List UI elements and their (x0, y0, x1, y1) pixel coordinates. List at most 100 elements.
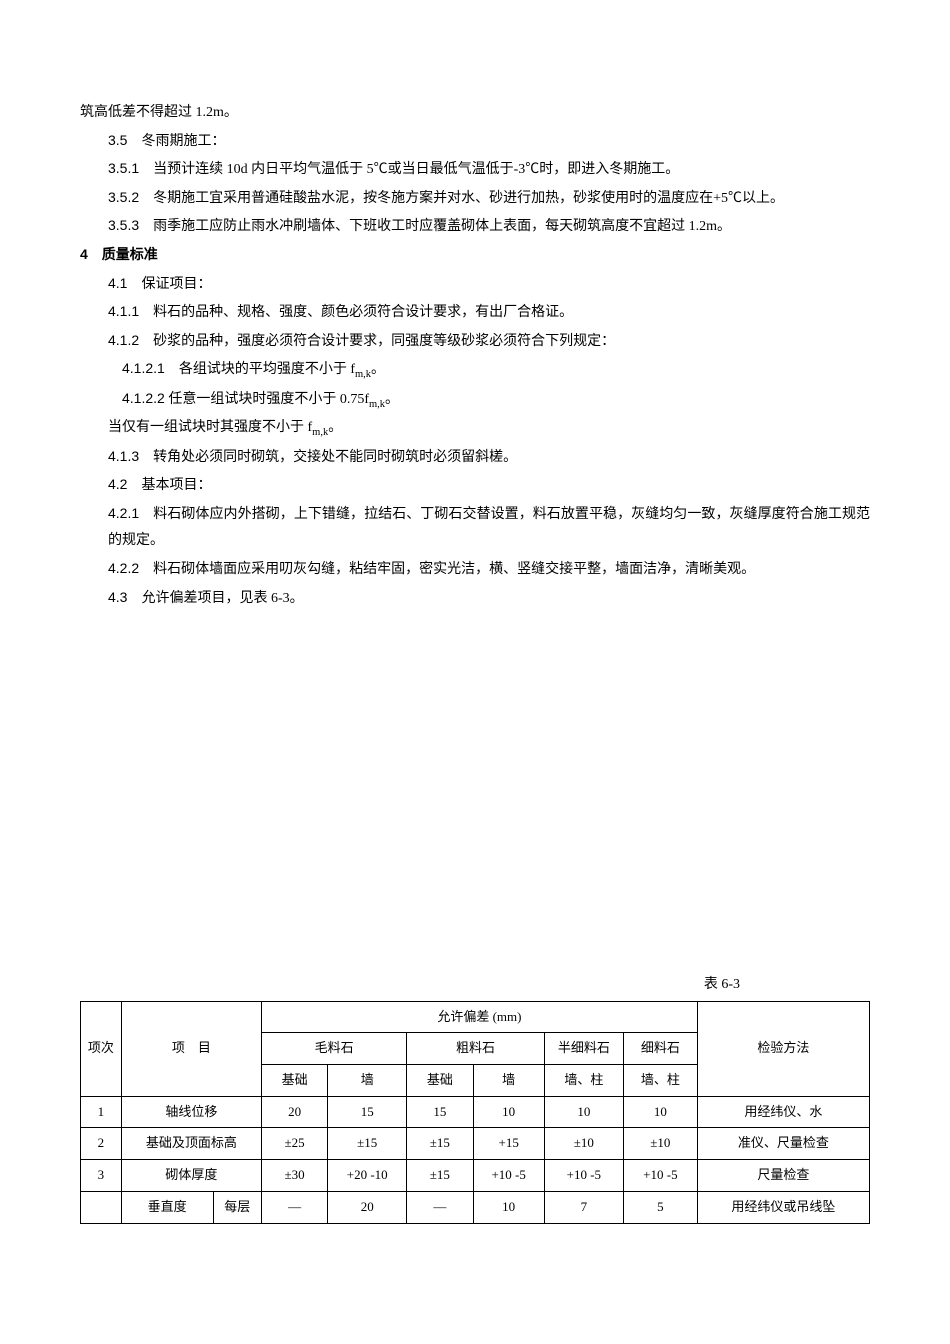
cell-num: 1 (81, 1096, 122, 1128)
table-row: 2 基础及顶面标高 ±25 ±15 ±15 +15 ±10 ±10 准仪、尺量检… (81, 1128, 870, 1160)
section-number: 4.3 (108, 589, 127, 605)
cell-val: +10 -5 (473, 1160, 544, 1192)
cell-val: ±15 (407, 1128, 473, 1160)
section-4-1-2-2: 4.1.2.2 任意一组试块时强度不小于 0.75fm,k。 (80, 385, 870, 415)
th-wall-1: 墙 (328, 1065, 407, 1097)
cell-val: 15 (328, 1096, 407, 1128)
section-4-1-2-1: 4.1.2.1 各组试块的平均强度不小于 fm,k。 (80, 355, 870, 385)
cell-num: 2 (81, 1128, 122, 1160)
cell-val: ±30 (261, 1160, 327, 1192)
cell-val: 10 (623, 1096, 697, 1128)
cell-val: — (407, 1191, 473, 1223)
th-item-name: 项 目 (121, 1001, 261, 1096)
section-number: 4.1.2 (108, 332, 139, 348)
cell-val: ±10 (623, 1128, 697, 1160)
subscript: m,k (369, 399, 385, 410)
cell-val: +10 -5 (623, 1160, 697, 1192)
section-text-a: 各组试块的平均强度不小于 f (179, 362, 355, 377)
cell-val: 10 (473, 1191, 544, 1223)
section-4-2-1: 4.2.1 料石砌体应内外搭砌，上下错缝，拉结石、丁砌石交替设置，料石放置平稳，… (80, 500, 870, 555)
cell-val: ±25 (261, 1128, 327, 1160)
section-text: 允许偏差项目，见表 6-3。 (141, 591, 303, 606)
heading-number: 4 (80, 246, 88, 262)
cell-val: +10 -5 (544, 1160, 623, 1192)
cell-val: 20 (261, 1096, 327, 1128)
cell-method: 尺量检查 (697, 1160, 869, 1192)
table-row: 3 砌体厚度 ±30 +20 -10 ±15 +10 -5 +10 -5 +10… (81, 1160, 870, 1192)
cell-name: 轴线位移 (121, 1096, 261, 1128)
th-base-2: 基础 (407, 1065, 473, 1097)
cell-val: ±10 (544, 1128, 623, 1160)
section-3-5-1: 3.5.1 当预计连续 10d 内日平均气温低于 5℃或当日最低气温低于-3℃时… (80, 155, 870, 184)
section-number: 4.1.1 (108, 303, 139, 319)
section-4-3: 4.3 允许偏差项目，见表 6-3。 (80, 584, 870, 613)
section-text: 当预计连续 10d 内日平均气温低于 5℃或当日最低气温低于-3℃时，即进入冬期… (153, 162, 679, 177)
table-header-row-1: 项次 项 目 允许偏差 (mm) 检验方法 (81, 1001, 870, 1033)
section-text: 雨季施工应防止雨水冲刷墙体、下班收工时应覆盖砌体上表面，每天砌筑高度不宜超过 1… (153, 219, 731, 234)
cell-method: 用经纬仪、水 (697, 1096, 869, 1128)
section-number: 4.2.2 (108, 560, 139, 576)
table-row: 垂直度 每层 — 20 — 10 7 5 用经纬仪或吊线坠 (81, 1191, 870, 1223)
section-number: 4.2.1 (108, 505, 139, 521)
section-text: 冬期施工宜采用普通硅酸盐水泥，按冬施方案并对水、砂进行加热，砂浆使用时的温度应在… (153, 191, 784, 206)
section-4-1: 4.1 保证项目： (80, 270, 870, 299)
section-number: 3.5.2 (108, 189, 139, 205)
heading-4: 4 质量标准 (80, 241, 870, 270)
section-number: 3.5.1 (108, 160, 139, 176)
th-tolerance-group: 允许偏差 (mm) (261, 1001, 697, 1033)
th-coarse-stone: 粗料石 (407, 1033, 545, 1065)
paragraph-continuation: 筑高低差不得超过 1.2m。 (80, 100, 870, 127)
section-number: 3.5 (108, 132, 127, 148)
subscript: m,k (312, 427, 328, 438)
cell-method: 准仪、尺量检查 (697, 1128, 869, 1160)
section-text-b: 。 (371, 362, 385, 377)
section-text-b: 。 (385, 392, 399, 407)
cell-val: +15 (473, 1128, 544, 1160)
th-wall-col-2: 墙、柱 (623, 1065, 697, 1097)
section-text: 冬雨期施工： (141, 134, 225, 149)
section-3-5: 3.5 冬雨期施工： (80, 127, 870, 156)
section-text: 料石砌体应内外搭砌，上下错缝，拉结石、丁砌石交替设置，料石放置平稳，灰缝均匀一致… (108, 507, 870, 549)
table-label: 表 6-3 (80, 972, 870, 999)
th-rough-stone: 毛料石 (261, 1033, 406, 1065)
th-wall-col-1: 墙、柱 (544, 1065, 623, 1097)
cell-val: 10 (473, 1096, 544, 1128)
section-number: 4.2 (108, 476, 127, 492)
cell-name-b: 每层 (213, 1191, 261, 1223)
tolerance-table: 项次 项 目 允许偏差 (mm) 检验方法 毛料石 粗料石 半细料石 细料石 基… (80, 1001, 870, 1224)
section-number: 4.1 (108, 275, 127, 291)
th-fine-stone: 细料石 (623, 1033, 697, 1065)
section-4-2: 4.2 基本项目： (80, 471, 870, 500)
th-wall-2: 墙 (473, 1065, 544, 1097)
section-text-a: 任意一组试块时强度不小于 0.75f (168, 392, 369, 407)
th-base-1: 基础 (261, 1065, 327, 1097)
text-b: 。 (328, 420, 342, 435)
cell-name: 基础及顶面标高 (121, 1128, 261, 1160)
section-text: 转角处必须同时砌筑，交接处不能同时砌筑时必须留斜槎。 (153, 450, 517, 465)
cell-name: 砌体厚度 (121, 1160, 261, 1192)
cell-val: 20 (328, 1191, 407, 1223)
paragraph-note: 当仅有一组试块时其强度不小于 fm,k。 (80, 415, 870, 443)
section-4-1-1: 4.1.1 料石的品种、规格、强度、颜色必须符合设计要求，有出厂合格证。 (80, 298, 870, 327)
cell-method: 用经纬仪或吊线坠 (697, 1191, 869, 1223)
text-a: 当仅有一组试块时其强度不小于 f (108, 420, 312, 435)
section-4-1-2: 4.1.2 砂浆的品种，强度必须符合设计要求，同强度等级砂浆必须符合下列规定： (80, 327, 870, 356)
heading-text: 质量标准 (102, 246, 158, 262)
section-text: 砂浆的品种，强度必须符合设计要求，同强度等级砂浆必须符合下列规定： (153, 334, 615, 349)
cell-val: — (261, 1191, 327, 1223)
section-text: 料石的品种、规格、强度、颜色必须符合设计要求，有出厂合格证。 (153, 305, 573, 320)
cell-val: +20 -10 (328, 1160, 407, 1192)
cell-val: 15 (407, 1096, 473, 1128)
cell-num (81, 1191, 122, 1223)
cell-val: 7 (544, 1191, 623, 1223)
th-method: 检验方法 (697, 1001, 869, 1096)
th-item-number: 项次 (81, 1001, 122, 1096)
section-3-5-3: 3.5.3 雨季施工应防止雨水冲刷墙体、下班收工时应覆盖砌体上表面，每天砌筑高度… (80, 212, 870, 241)
section-number: 4.1.2.2 (122, 390, 165, 406)
section-number: 3.5.3 (108, 217, 139, 233)
cell-val: ±15 (407, 1160, 473, 1192)
cell-name-a: 垂直度 (121, 1191, 213, 1223)
subscript: m,k (355, 369, 371, 380)
section-text: 基本项目： (141, 478, 211, 493)
cell-num: 3 (81, 1160, 122, 1192)
